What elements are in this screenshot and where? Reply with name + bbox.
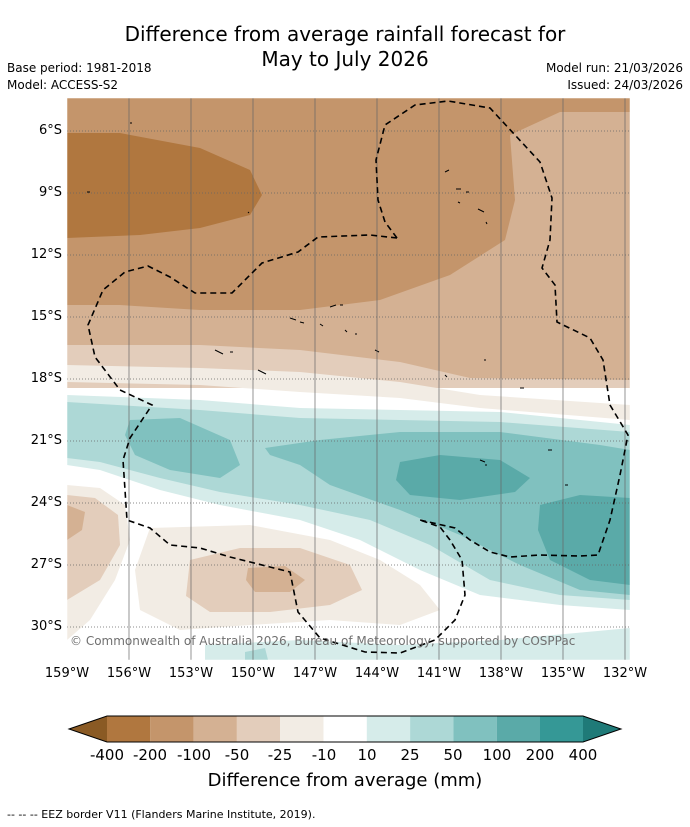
colorbar-swatch — [496, 716, 540, 742]
lon-label: 159°W — [44, 666, 90, 681]
colorbar-extend-high — [583, 716, 621, 742]
colorbar-tick: -400 — [89, 746, 125, 764]
graticule — [67, 98, 630, 660]
lon-label: 141°W — [416, 666, 462, 681]
base-info: Base period: 1981-2018 Model: ACCESS-S2 — [7, 60, 152, 94]
colorbar-swatch — [366, 716, 411, 742]
map-title: Difference from average rainfall forecas… — [0, 22, 690, 72]
colorbar-swatch — [540, 716, 583, 742]
base-period: Base period: 1981-2018 — [7, 61, 152, 75]
band-100-north — [396, 455, 530, 500]
colorbar-tick: 25 — [400, 746, 420, 764]
title-line-2: May to July 2026 — [261, 47, 429, 71]
colorbar-tick: 10 — [357, 746, 377, 764]
colorbar-swatch — [410, 716, 454, 742]
eez-border — [87, 100, 629, 654]
model-name: Model: ACCESS-S2 — [7, 78, 119, 92]
band-100-east — [538, 495, 630, 585]
lon-label: 150°W — [230, 666, 276, 681]
colorbar-tick: 100 — [482, 746, 512, 764]
colorbar-tick: -10 — [311, 746, 337, 764]
lat-label: 6°S — [38, 123, 62, 138]
lat-label: 21°S — [30, 433, 62, 448]
lat-label: 9°S — [38, 185, 62, 200]
lon-label: 153°W — [168, 666, 214, 681]
band-neg200 — [67, 98, 630, 310]
colorbar-tick: -25 — [267, 746, 293, 764]
issued-date: Issued: 24/03/2026 — [567, 78, 683, 92]
eez-legend: -- -- -- EEZ border V11 (Flanders Marine… — [7, 808, 316, 821]
lon-label: 144°W — [354, 666, 400, 681]
colorbar-extend-low — [69, 716, 107, 742]
lat-label: 12°S — [30, 247, 62, 262]
lon-label: 132°W — [602, 666, 648, 681]
islands — [87, 122, 568, 486]
colorbar-label: Difference from average (mm) — [207, 770, 483, 791]
title-line-1: Difference from average rainfall forecas… — [124, 22, 566, 46]
run-info: Model run: 21/03/2026 Issued: 24/03/2026 — [546, 60, 683, 94]
colorbar-swatch — [150, 716, 194, 742]
band-50-east — [265, 432, 630, 595]
model-run: Model run: 21/03/2026 — [545, 61, 683, 75]
colorbar-swatch — [453, 716, 497, 742]
colorbar-tick: -100 — [176, 746, 212, 764]
band-neg400 — [67, 133, 262, 238]
copyright-notice: © Commonwealth of Australia 2026, Bureau… — [70, 634, 576, 648]
colorbar-tick: 50 — [443, 746, 463, 764]
colorbar-swatch — [323, 716, 367, 742]
lon-label: 147°W — [292, 666, 338, 681]
colorbar-swatch — [280, 716, 324, 742]
colorbar-tick: -50 — [224, 746, 250, 764]
lon-label: 135°W — [540, 666, 586, 681]
lat-label: 30°S — [30, 619, 62, 634]
colorbar-swatch — [107, 716, 151, 742]
colorbar-swatch — [193, 716, 237, 742]
colorbar-swatch — [236, 716, 281, 742]
band-50-west — [125, 418, 240, 478]
lat-label: 15°S — [30, 309, 62, 324]
lon-label: 138°W — [478, 666, 524, 681]
colorbar-tick: 200 — [525, 746, 555, 764]
lat-label: 18°S — [30, 371, 62, 386]
lat-label: 24°S — [30, 495, 62, 510]
colorbar-tick: -200 — [132, 746, 168, 764]
lon-label: 156°W — [106, 666, 152, 681]
lat-label: 27°S — [30, 557, 62, 572]
colorbar-tick: 400 — [568, 746, 598, 764]
